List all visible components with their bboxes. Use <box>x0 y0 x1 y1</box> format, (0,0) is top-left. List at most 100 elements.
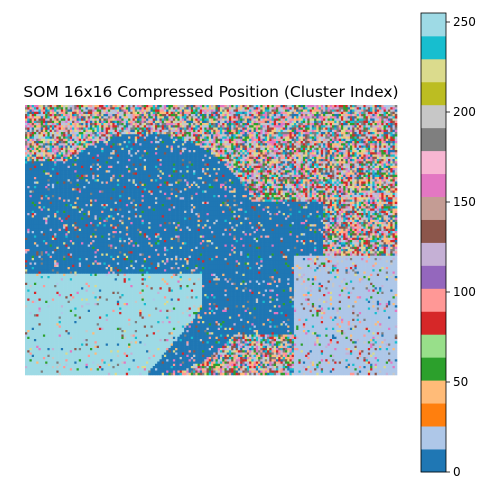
heatmap-cell <box>244 161 248 164</box>
heatmap-cell <box>47 109 50 113</box>
heatmap-cell <box>63 111 66 115</box>
heatmap-cell <box>311 125 315 128</box>
heatmap-cell <box>262 147 266 151</box>
heatmap-cell <box>204 163 207 167</box>
heatmap-cell <box>338 134 342 137</box>
heatmap-cell <box>237 111 241 115</box>
heatmap-cell <box>381 114 384 117</box>
heatmap-cell <box>132 141 136 144</box>
heatmap-cell <box>300 123 304 126</box>
heatmap-cell <box>264 154 268 158</box>
heatmap-cell <box>166 141 169 144</box>
heatmap-cell <box>27 138 30 142</box>
heatmap-cell <box>202 141 205 144</box>
heatmap-cell <box>367 111 371 115</box>
heatmap-cell <box>374 161 378 164</box>
heatmap-cell <box>347 143 351 146</box>
heatmap-cell <box>132 150 136 153</box>
heatmap-cell <box>25 152 28 155</box>
heatmap-cell <box>107 161 111 164</box>
heatmap-cell <box>81 116 84 119</box>
heatmap-cell <box>128 111 131 115</box>
heatmap-cell <box>296 114 299 117</box>
heatmap-cell <box>112 107 115 110</box>
heatmap-cell <box>103 118 106 122</box>
heatmap-cell <box>177 147 180 151</box>
heatmap-cell <box>175 129 178 133</box>
heatmap-cell <box>251 150 254 153</box>
heatmap-cell <box>246 134 250 137</box>
heatmap-cell <box>228 105 232 108</box>
heatmap-cell <box>36 107 39 110</box>
heatmap-cell <box>269 123 272 126</box>
heatmap-cell <box>29 136 33 140</box>
heatmap-cell <box>237 143 241 146</box>
heatmap-cell <box>340 159 344 162</box>
heatmap-cell <box>119 107 122 110</box>
heatmap-cell <box>358 156 362 160</box>
heatmap-cell <box>206 163 210 167</box>
heatmap-cell <box>78 145 82 149</box>
heatmap-cell <box>148 105 151 108</box>
heatmap-cell <box>170 134 174 137</box>
heatmap-cell <box>309 114 313 117</box>
heatmap-cell <box>141 163 145 167</box>
heatmap-cell <box>347 125 351 128</box>
heatmap-cell <box>388 127 391 131</box>
heatmap-cell <box>181 154 185 158</box>
heatmap-cell <box>338 125 342 128</box>
heatmap-cell <box>208 127 212 131</box>
heatmap-cell <box>361 156 364 160</box>
heatmap-cell <box>63 129 66 133</box>
heatmap-cell <box>320 114 324 117</box>
heatmap-cell <box>98 114 102 117</box>
heatmap-cell <box>289 165 292 169</box>
heatmap-cell <box>105 118 109 122</box>
heatmap-cell <box>72 116 75 119</box>
heatmap-cell <box>385 114 389 117</box>
heatmap-cell <box>289 170 292 173</box>
heatmap-cell <box>130 145 133 149</box>
heatmap-cell <box>121 156 124 160</box>
heatmap-cell <box>143 154 147 158</box>
heatmap-cell <box>305 156 308 160</box>
heatmap-cell <box>92 105 95 108</box>
heatmap-cell <box>370 138 373 142</box>
heatmap-cell <box>224 136 227 140</box>
heatmap-cell <box>166 154 169 158</box>
heatmap-cell <box>103 114 106 117</box>
heatmap-cell <box>202 109 205 113</box>
heatmap-cell <box>125 120 129 124</box>
heatmap-cell <box>58 150 62 153</box>
heatmap-cell <box>132 161 136 164</box>
heatmap-cell <box>314 161 317 164</box>
heatmap-cell <box>190 105 194 108</box>
heatmap-cell <box>81 127 84 131</box>
heatmap-cell <box>58 134 62 137</box>
heatmap-cell <box>29 168 33 171</box>
heatmap-cell <box>172 156 176 160</box>
heatmap-cell <box>242 136 245 140</box>
heatmap-cell <box>251 129 254 133</box>
heatmap-cell <box>166 165 169 169</box>
heatmap-cell <box>332 138 335 142</box>
heatmap-cell <box>352 156 355 160</box>
heatmap-cell <box>51 107 55 110</box>
heatmap-cell <box>291 161 295 164</box>
heatmap-cell <box>222 116 225 119</box>
heatmap-cell <box>137 163 140 167</box>
heatmap-cell <box>251 116 254 119</box>
heatmap-cell <box>282 107 286 110</box>
heatmap-cell <box>305 127 308 131</box>
heatmap-cell <box>72 154 75 158</box>
heatmap-cell <box>329 147 333 151</box>
heatmap-cell <box>244 116 248 119</box>
heatmap-cell <box>338 141 342 144</box>
heatmap-cell <box>208 161 212 164</box>
heatmap-cell <box>217 107 221 110</box>
heatmap-cell <box>325 105 328 108</box>
heatmap-cell <box>89 147 93 151</box>
heatmap-cell <box>206 134 210 137</box>
heatmap-cell <box>262 125 266 128</box>
heatmap-cell <box>81 123 84 126</box>
